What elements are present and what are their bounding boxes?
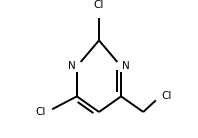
Text: Cl: Cl [35, 107, 46, 117]
Text: N: N [122, 61, 130, 71]
Text: Cl: Cl [94, 0, 104, 10]
Text: Cl: Cl [161, 91, 172, 101]
Text: N: N [68, 61, 76, 71]
